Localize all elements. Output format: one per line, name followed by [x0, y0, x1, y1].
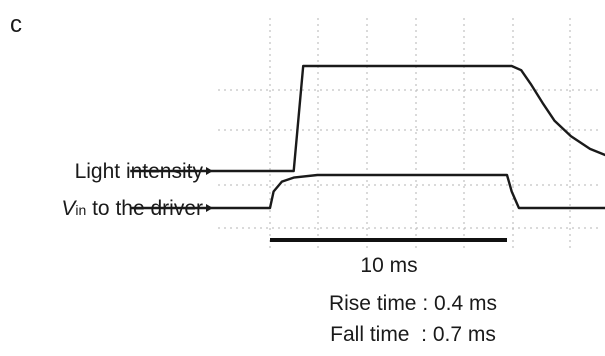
scope-grid: [218, 18, 600, 250]
vin-subscript: in: [75, 202, 86, 218]
fall-time-annotation: Fall time : 0.7 ms: [330, 323, 496, 346]
light-intensity-trace: [130, 64, 605, 173]
scale-bar-label: 10 ms: [360, 254, 417, 277]
vin-trace: [130, 173, 605, 210]
vin-symbol: V: [61, 197, 77, 220]
rise-time-annotation: Rise time : 0.4 ms: [329, 292, 497, 315]
panel-label: c: [10, 11, 22, 38]
